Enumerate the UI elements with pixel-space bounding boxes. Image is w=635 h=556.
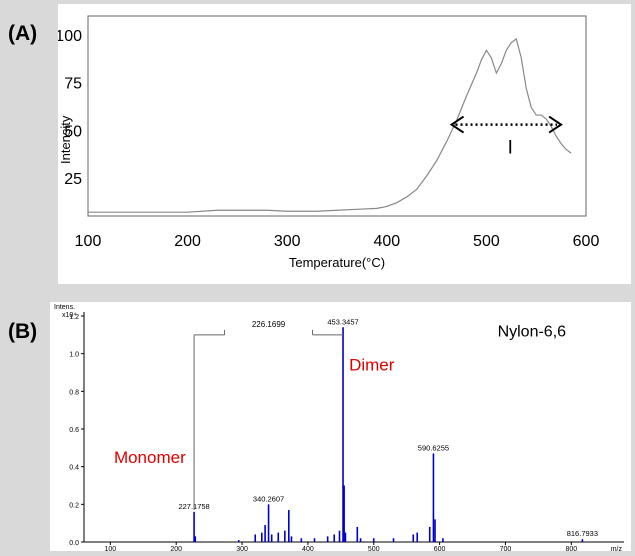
x-tick-label: 200	[174, 233, 201, 250]
peak-label: 453.3457	[327, 317, 358, 326]
y-axis-title: Intens.	[54, 304, 75, 311]
x-axis-label: m/z	[611, 546, 623, 551]
x-tick-label: 500	[473, 233, 500, 250]
panel-a-label: (A)	[8, 22, 37, 46]
y-tick-label: 0.8	[69, 389, 79, 396]
monomer-annotation: Monomer	[114, 448, 186, 467]
x-tick-label: 300	[274, 233, 301, 250]
x-tick-label: 600	[573, 233, 600, 250]
x-tick-label: 600	[434, 546, 446, 551]
panel-b: Intens. x10⁴ 0.0 0.2 0.4 0.6 0.8 1.0 1.2 100 200 30…	[50, 302, 631, 551]
y-tick-label: 75	[64, 76, 82, 93]
y-tick-label: 0.6	[69, 427, 79, 434]
y-tick-label: 25	[64, 171, 82, 188]
panel-a: 25 50 75 100 100 200 300 400 500 600 Temperature(°…	[58, 4, 631, 284]
panel-b-label: (B)	[8, 320, 37, 344]
x-tick-label: 100	[104, 546, 116, 551]
plot-frame	[88, 16, 586, 216]
x-tick-label: 300	[236, 546, 248, 551]
x-tick-label: 400	[373, 233, 400, 250]
y-tick-label: 0.2	[69, 502, 79, 509]
intensity-line	[88, 39, 571, 212]
y-axis-label: Intensity	[58, 115, 73, 164]
peak-label: 816.7933	[567, 529, 598, 538]
x-tick-label: 100	[75, 233, 102, 250]
x-tick-label: 700	[500, 546, 512, 551]
peak-label: 340.2607	[253, 494, 284, 503]
x-tick-label: 400	[302, 546, 314, 551]
chart-title: Nylon-6,6	[498, 324, 567, 341]
y-tick-label: 1.0	[69, 352, 79, 359]
y-tick-label: 1.2	[69, 314, 79, 321]
y-tick-label: 0.4	[69, 465, 79, 472]
x-tick-label: 800	[565, 546, 577, 551]
x-tick-label: 500	[368, 546, 380, 551]
y-tick-label: 0.0	[69, 540, 79, 547]
peak-label: 590.6255	[418, 443, 449, 452]
x-axis-label: Temperature(°C)	[289, 255, 385, 270]
dimer-annotation: Dimer	[349, 356, 395, 375]
range-annotation-label: I	[508, 138, 513, 159]
bracket-label: 226.1699	[252, 320, 286, 329]
x-tick-label: 200	[170, 546, 182, 551]
y-tick-label: 100	[58, 28, 82, 45]
